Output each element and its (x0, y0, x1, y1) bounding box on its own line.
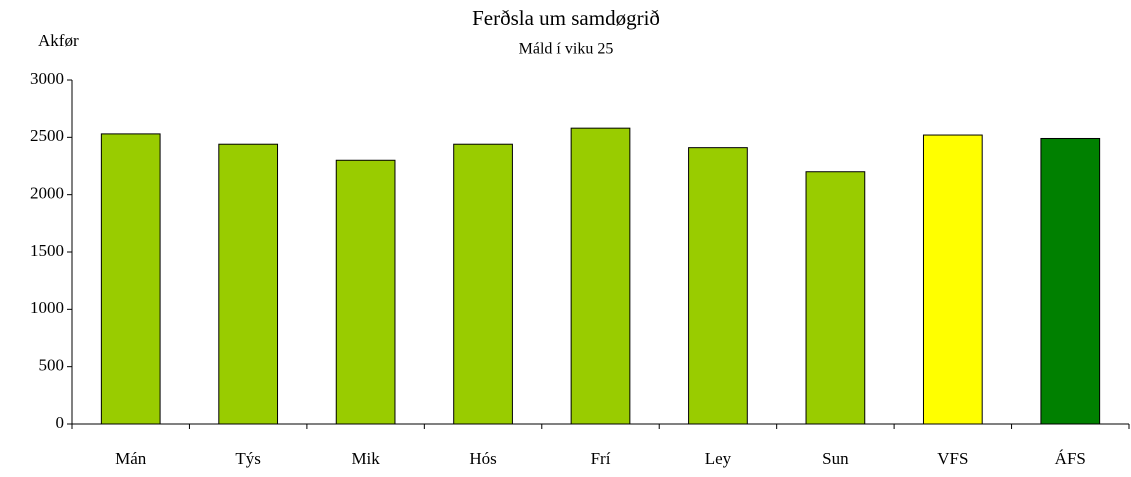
chart-subtitle: Máld í viku 25 (519, 41, 614, 58)
bar (1040, 137, 1101, 425)
y-tick-label: 2500 (30, 126, 64, 145)
bar (218, 143, 279, 425)
y-axis-label: Akfør (38, 31, 79, 50)
x-tick-label: VFS (937, 449, 968, 468)
bar (100, 133, 161, 425)
y-tick-label: 1000 (30, 298, 64, 317)
y-tick-label: 500 (39, 356, 65, 375)
bar (688, 147, 748, 425)
x-tick-label: Mik (351, 449, 380, 468)
bar (570, 127, 631, 425)
bar (805, 171, 866, 425)
x-tick-label: Sun (822, 449, 849, 468)
y-tick-label: 1500 (30, 241, 64, 260)
x-tick-label: Frí (591, 449, 611, 468)
y-tick-label: 2000 (30, 184, 64, 203)
bar (335, 159, 396, 425)
bar (922, 134, 983, 425)
x-tick-label: Týs (235, 449, 261, 468)
x-tick-label: Ley (705, 449, 732, 468)
y-tick-label: 0 (56, 413, 65, 432)
y-tick-label: 3000 (30, 69, 64, 88)
x-tick-label: Mán (115, 449, 147, 468)
chart-title: Ferðsla um samdøgrið (472, 6, 660, 30)
x-tick-label: Hós (469, 449, 496, 468)
x-tick-label: ÁFS (1055, 449, 1086, 468)
bar (453, 143, 513, 425)
